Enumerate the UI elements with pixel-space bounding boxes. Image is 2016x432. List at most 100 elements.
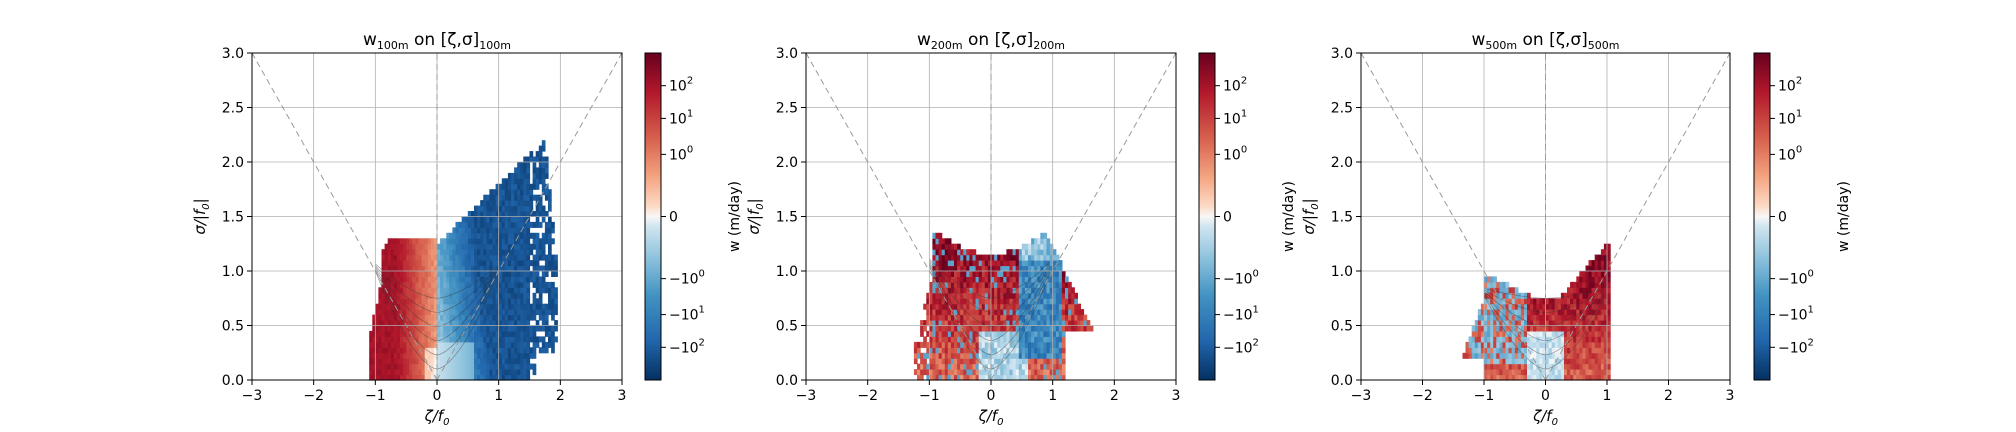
- heatmap-cell: [495, 320, 500, 327]
- heatmap-cell: [375, 363, 379, 370]
- heatmap-cell: [489, 211, 494, 217]
- heatmap-cell: [452, 325, 457, 332]
- heatmap-cell: [486, 330, 490, 337]
- heatmap-cell: [538, 238, 543, 245]
- heatmap-cell: [978, 276, 983, 283]
- heatmap-cell: [1502, 281, 1507, 288]
- heatmap-cell: [486, 243, 490, 250]
- heatmap-cell: [960, 254, 964, 261]
- heatmap-cell: [486, 276, 490, 283]
- heatmap-cell: [1527, 325, 1531, 332]
- y-axis-label: σ/|f0|: [745, 198, 766, 234]
- heatmap-cell: [480, 336, 484, 343]
- heatmap-cell: [1052, 281, 1057, 288]
- heatmap-cell: [1055, 369, 1060, 376]
- heatmap-cell: [548, 205, 552, 212]
- heatmap-cell: [926, 369, 930, 376]
- heatmap-cell: [406, 292, 410, 299]
- heatmap-cell: [1028, 320, 1032, 327]
- heatmap-cell: [1034, 336, 1038, 343]
- heatmap-cell: [941, 276, 946, 283]
- heatmap-cell: [375, 336, 379, 343]
- heatmap-cell: [523, 232, 527, 239]
- heatmap-cell: [437, 336, 441, 343]
- heatmap-cell: [501, 314, 506, 321]
- heatmap-cell: [1012, 363, 1017, 370]
- heatmap-cell: [1499, 374, 1504, 381]
- heatmap-cell: [1524, 330, 1528, 337]
- heatmap-cell: [486, 249, 490, 256]
- heatmap-cell: [440, 314, 444, 321]
- heatmap-cell: [917, 352, 921, 359]
- heatmap-cell: [554, 320, 558, 327]
- heatmap-cell: [523, 167, 527, 174]
- colorbar-tick-label: 100: [669, 144, 693, 163]
- heatmap-cell: [1055, 292, 1060, 299]
- heatmap-cell: [978, 265, 983, 272]
- heatmap-cell: [393, 265, 398, 272]
- heatmap-cell: [486, 320, 490, 327]
- heatmap-cell: [412, 358, 416, 365]
- heatmap-cell: [464, 243, 469, 250]
- heatmap-cell: [984, 309, 989, 316]
- heatmap-cell: [926, 374, 930, 381]
- heatmap-cell: [1499, 341, 1504, 348]
- heatmap-cell: [523, 341, 527, 348]
- heatmap-cell: [938, 238, 943, 245]
- heatmap-cell: [1028, 287, 1032, 294]
- heatmap-cell: [1018, 369, 1023, 376]
- heatmap-cell: [375, 352, 379, 359]
- heatmap-cell: [1028, 369, 1032, 376]
- heatmap-cell: [1603, 243, 1608, 250]
- heatmap-cell: [969, 249, 974, 256]
- heatmap-cell: [1524, 352, 1528, 359]
- heatmap-cell: [544, 162, 549, 168]
- heatmap-cell: [957, 369, 961, 376]
- heatmap-cell: [514, 205, 518, 212]
- heatmap-cell: [1582, 303, 1587, 310]
- heatmap-cell: [480, 205, 484, 212]
- heatmap-cell: [446, 336, 450, 343]
- heatmap-cell: [511, 309, 515, 316]
- heatmap-cell: [1490, 369, 1494, 376]
- heatmap-cell: [1597, 352, 1602, 359]
- heatmap-cell: [1502, 309, 1507, 316]
- heatmap-cell: [938, 265, 943, 272]
- heatmap-cell: [464, 281, 469, 288]
- heatmap-cell: [991, 260, 995, 267]
- heatmap-cell: [963, 325, 967, 332]
- heatmap-cell: [1058, 303, 1063, 310]
- heatmap-cell: [412, 254, 416, 261]
- heatmap-cell: [1499, 369, 1504, 376]
- heatmap-cell: [1012, 281, 1017, 288]
- heatmap-cell: [492, 254, 497, 261]
- heatmap-cell: [1049, 330, 1054, 337]
- heatmap-cell: [932, 325, 937, 332]
- heatmap-cell: [1527, 336, 1531, 343]
- heatmap-cell: [467, 227, 472, 234]
- heatmap-cell: [492, 281, 497, 288]
- y-tick-label: 0.5: [1331, 319, 1353, 335]
- heatmap-cell: [396, 358, 401, 365]
- heatmap-cell: [520, 369, 524, 376]
- heatmap-cell: [461, 363, 466, 370]
- heatmap-cell: [1542, 363, 1547, 370]
- heatmap-cell: [541, 341, 546, 348]
- colorbar-tick-label: 102: [1778, 76, 1802, 95]
- heatmap-cell: [430, 314, 435, 321]
- heatmap-cell: [1597, 281, 1602, 288]
- heatmap-cell: [1573, 358, 1577, 365]
- heatmap-cell: [963, 352, 967, 359]
- heatmap-cell: [1046, 341, 1051, 348]
- heatmap-cell: [489, 330, 494, 337]
- heatmap-cell: [409, 287, 413, 294]
- heatmap-cell: [1043, 292, 1048, 299]
- heatmap-cell: [1514, 363, 1519, 370]
- heatmap-cell: [384, 341, 389, 348]
- heatmap-cell: [1049, 374, 1054, 381]
- heatmap-cell: [923, 303, 927, 310]
- heatmap-cell: [446, 303, 450, 310]
- heatmap-cell: [387, 314, 392, 321]
- heatmap-cell: [458, 314, 463, 321]
- heatmap-cell: [452, 303, 457, 310]
